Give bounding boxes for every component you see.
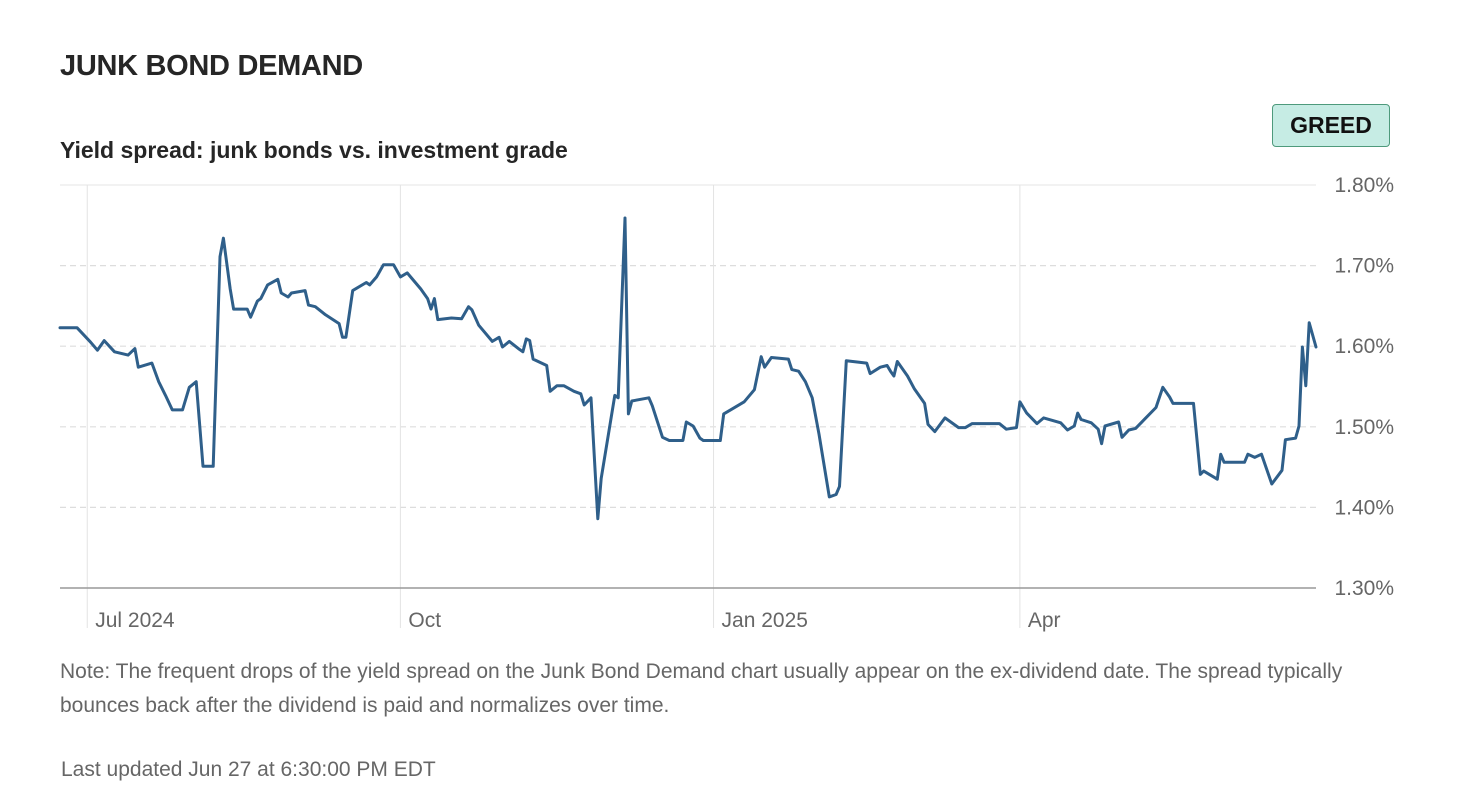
yield-spread-chart: 1.80% 1.70% 1.60% 1.50% 1.40% 1.30% Jul 2024 O… bbox=[58, 174, 1394, 632]
x-tick-label: Oct bbox=[408, 609, 441, 632]
x-tick-labels: Jul 2024 Oct Jan 2025 Apr bbox=[95, 609, 1060, 632]
y-tick-label: 1.30% bbox=[1334, 577, 1394, 600]
series-layer bbox=[58, 216, 1318, 521]
sentiment-badge: GREED bbox=[1272, 104, 1390, 147]
y-tick-label: 1.70% bbox=[1334, 255, 1394, 278]
chart-subtitle: Yield spread: junk bonds vs. investment … bbox=[60, 137, 568, 163]
last-updated: Last updated Jun 27 at 6:30:00 PM EDT bbox=[61, 758, 436, 781]
y-tick-label: 1.50% bbox=[1334, 416, 1394, 439]
x-grid-lines bbox=[86, 185, 1021, 628]
page-title: JUNK BOND DEMAND bbox=[60, 50, 363, 82]
x-tick-label: Jul 2024 bbox=[95, 609, 175, 632]
grid-lines bbox=[60, 184, 1316, 508]
x-tick-label: Apr bbox=[1028, 609, 1061, 632]
y-tick-label: 1.60% bbox=[1334, 335, 1394, 358]
chart-note: Note: The frequent drops of the yield sp… bbox=[60, 660, 1343, 717]
x-tick-label: Jan 2025 bbox=[722, 609, 808, 632]
y-tick-labels: 1.80% 1.70% 1.60% 1.50% 1.40% 1.30% bbox=[1334, 174, 1394, 600]
y-tick-label: 1.40% bbox=[1334, 496, 1394, 519]
y-tick-label: 1.80% bbox=[1334, 174, 1394, 197]
series-line-0 bbox=[58, 216, 1318, 521]
